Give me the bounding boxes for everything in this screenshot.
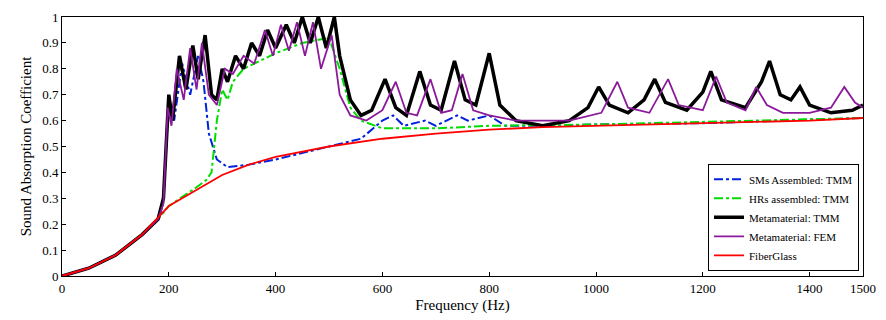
svg-text:0: 0 [59,281,66,296]
svg-text:0.4: 0.4 [42,165,59,180]
svg-text:Metamaterial: TMM: Metamaterial: TMM [749,212,840,224]
svg-text:200: 200 [159,281,179,296]
svg-text:1: 1 [52,10,59,25]
svg-text:1400: 1400 [797,281,823,296]
svg-text:0.6: 0.6 [42,113,59,128]
svg-text:1500: 1500 [850,281,876,296]
svg-text:FiberGlass: FiberGlass [749,250,797,262]
svg-text:0.9: 0.9 [42,35,58,50]
svg-text:1000: 1000 [583,281,609,296]
svg-text:600: 600 [373,281,393,296]
svg-text:0.3: 0.3 [42,191,58,206]
svg-text:HRs assembled: TMM: HRs assembled: TMM [749,193,849,205]
svg-text:0.2: 0.2 [42,217,58,232]
svg-text:0.8: 0.8 [42,61,58,76]
svg-text:Frequency (Hz): Frequency (Hz) [415,297,510,314]
svg-text:0: 0 [52,269,59,284]
svg-text:0.5: 0.5 [42,139,58,154]
svg-text:0.1: 0.1 [42,243,58,258]
svg-text:1200: 1200 [690,281,716,296]
svg-text:Sound Absorption Coefficient: Sound Absorption Coefficient [18,56,34,237]
svg-text:Metamaterial: FEM: Metamaterial: FEM [749,231,836,243]
svg-text:SMs Assembled: TMM: SMs Assembled: TMM [749,174,852,186]
svg-text:0.7: 0.7 [42,87,59,102]
svg-text:400: 400 [266,281,286,296]
svg-text:800: 800 [479,281,499,296]
